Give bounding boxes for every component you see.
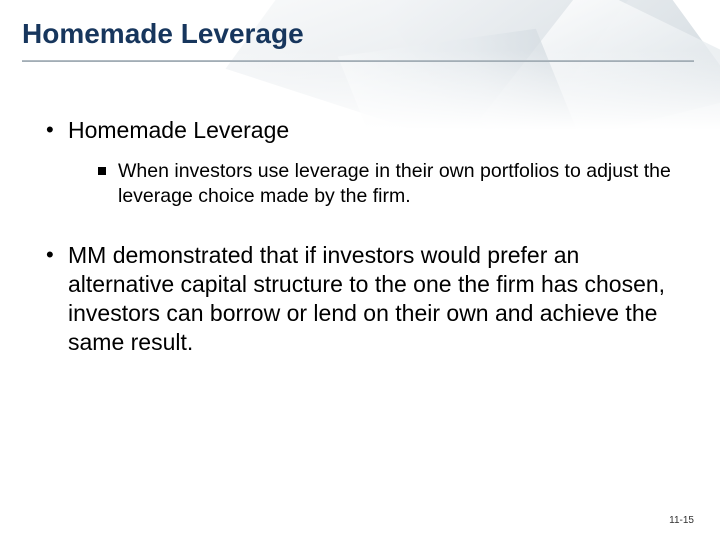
bullet-list-level1: Homemade Leverage When investors use lev… [44,116,676,209]
bullet-text: MM demonstrated that if investors would … [68,242,665,354]
spacer [44,221,676,241]
bullet-list-level2: When investors use leverage in their own… [68,159,676,210]
slide-number: 11-15 [669,515,694,526]
title-bar: Homemade Leverage [0,0,720,56]
slide: Homemade Leverage Homemade Leverage When… [0,0,720,540]
bullet-list-level1: MM demonstrated that if investors would … [44,241,676,356]
bullet-item: MM demonstrated that if investors would … [44,241,676,356]
sub-bullet-item: When investors use leverage in their own… [96,159,676,210]
sub-bullet-text: When investors use leverage in their own… [118,160,671,207]
slide-body: Homemade Leverage When investors use lev… [0,62,720,356]
bullet-text: Homemade Leverage [68,117,289,143]
bullet-item: Homemade Leverage When investors use lev… [44,116,676,209]
slide-title: Homemade Leverage [22,18,720,50]
